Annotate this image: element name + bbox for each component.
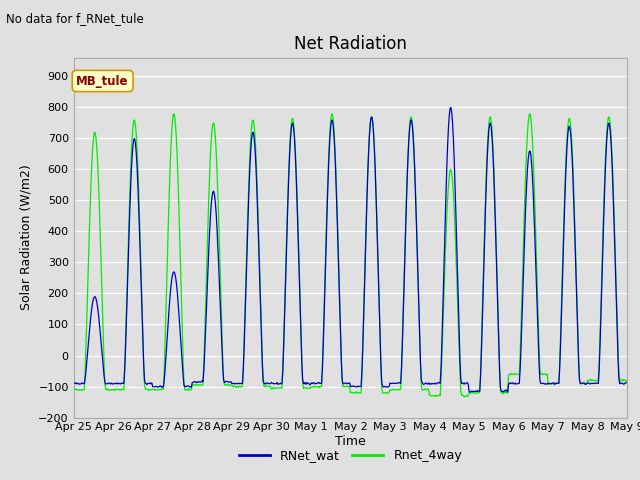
Y-axis label: Solar Radiation (W/m2): Solar Radiation (W/m2) bbox=[20, 165, 33, 311]
Legend: RNet_wat, Rnet_4way: RNet_wat, Rnet_4way bbox=[234, 444, 467, 467]
Text: MB_tule: MB_tule bbox=[76, 74, 129, 87]
Rnet_4way bbox=[250, 121, 258, 127]
Rnet_4way bbox=[159, 386, 167, 392]
Text: No data for f_RNet_tule: No data for f_RNet_tule bbox=[6, 12, 144, 25]
Rnet_4way bbox=[526, 111, 534, 117]
X-axis label: Time: Time bbox=[335, 435, 366, 448]
RNet_wat bbox=[537, 381, 545, 386]
RNet_wat bbox=[466, 389, 474, 395]
RNet_wat bbox=[572, 278, 580, 284]
Line: RNet_wat: RNet_wat bbox=[74, 108, 627, 392]
Rnet_4way bbox=[537, 372, 545, 377]
Rnet_4way bbox=[70, 387, 77, 393]
RNet_wat bbox=[217, 324, 225, 330]
RNet_wat bbox=[623, 380, 630, 385]
Rnet_4way bbox=[623, 377, 630, 383]
RNet_wat bbox=[85, 330, 93, 336]
Rnet_4way bbox=[572, 268, 580, 274]
Line: Rnet_4way: Rnet_4way bbox=[74, 114, 627, 397]
RNet_wat bbox=[250, 134, 258, 140]
Rnet_4way bbox=[85, 231, 93, 237]
Title: Net Radiation: Net Radiation bbox=[294, 35, 407, 53]
RNet_wat bbox=[70, 380, 77, 386]
RNet_wat bbox=[447, 105, 455, 110]
Rnet_4way bbox=[217, 300, 225, 306]
Rnet_4way bbox=[461, 394, 468, 400]
RNet_wat bbox=[159, 384, 167, 389]
